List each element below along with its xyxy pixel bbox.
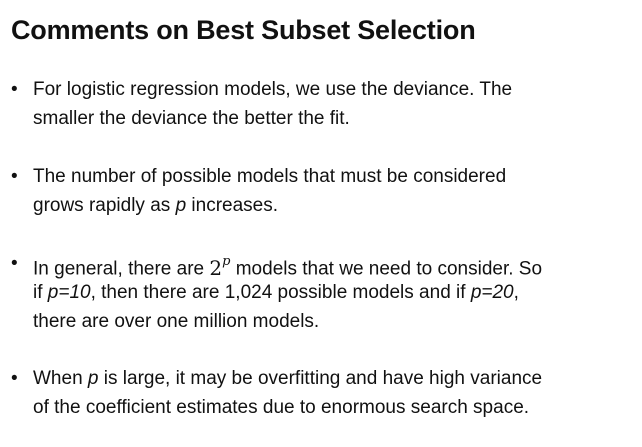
bullet-text-line: grows rapidly as p increases. (33, 195, 279, 216)
bullet-text-line: of the coefficient estimates due to enor… (33, 397, 530, 418)
bullet-dot-icon: • (11, 368, 18, 389)
slide-title: Comments on Best Subset Selection (11, 15, 476, 45)
variable-p: p (175, 195, 187, 216)
bullet-dot-icon: • (11, 166, 18, 187)
p-equals-10: p=10 (47, 282, 91, 303)
bullet-text-line: In general, there are 2p models that we … (33, 254, 543, 280)
bullet-text-line: smaller the deviance the better the fit. (33, 108, 350, 129)
p-equals-20: p=20 (470, 282, 514, 303)
bullet-text-line: When p is large, it may be overfitting a… (33, 368, 543, 389)
bullet-text-line: if p=10, then there are 1,024 possible m… (33, 282, 519, 303)
bullet-text-line: there are over one million models. (33, 311, 320, 332)
variable-p: p (87, 368, 99, 389)
bullet-text-line: The number of possible models that must … (33, 166, 507, 187)
bullet-dot-icon: • (11, 79, 18, 100)
bullet-text-line: For logistic regression models, we use t… (33, 79, 513, 100)
power-expression: 2p (209, 254, 231, 280)
bullet-dot-icon: • (11, 253, 18, 274)
